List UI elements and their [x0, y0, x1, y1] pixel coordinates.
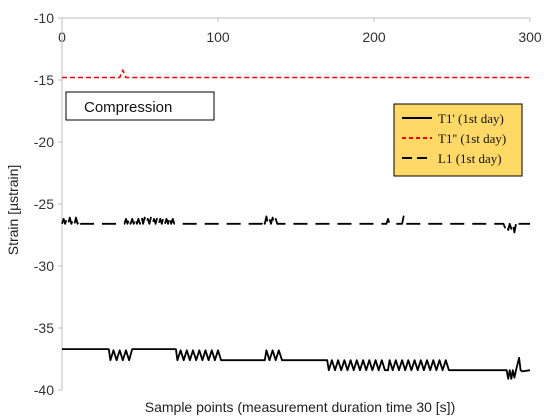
y-tick-label: -40 — [34, 382, 54, 398]
series-line-1 — [62, 348, 531, 380]
x-tick-label: 100 — [206, 29, 230, 45]
y-tick-label: -30 — [34, 258, 54, 274]
legend-label-1: T1' (1st day) — [438, 111, 504, 126]
y-axis-ticks: -10 -15 -20 -25 -30 -35 -40 — [34, 10, 62, 398]
y-tick-label: -25 — [34, 196, 54, 212]
annotation-box: Compression — [65, 91, 215, 121]
x-tick-label: 300 — [518, 29, 542, 45]
legend: T1' (1st day) T1'' (1st day) L1 (1st day) — [393, 103, 523, 177]
series-line-2 — [62, 69, 530, 79]
x-axis-title: Sample points (measurement duration time… — [145, 399, 455, 415]
y-tick-label: -20 — [34, 134, 54, 150]
annotation-compression: Compression — [84, 99, 172, 116]
legend-label-3: L1 (1st day) — [438, 151, 502, 166]
y-axis-title: Strain [µstrain] — [5, 165, 21, 256]
legend-label-2: T1'' (1st day) — [438, 131, 506, 146]
y-tick-label: -10 — [34, 10, 54, 26]
x-tick-label: 200 — [362, 29, 386, 45]
series-layer — [61, 69, 531, 380]
y-tick-label: -15 — [34, 72, 54, 88]
y-tick-label: -35 — [34, 320, 54, 336]
series-line-3 — [61, 215, 530, 234]
